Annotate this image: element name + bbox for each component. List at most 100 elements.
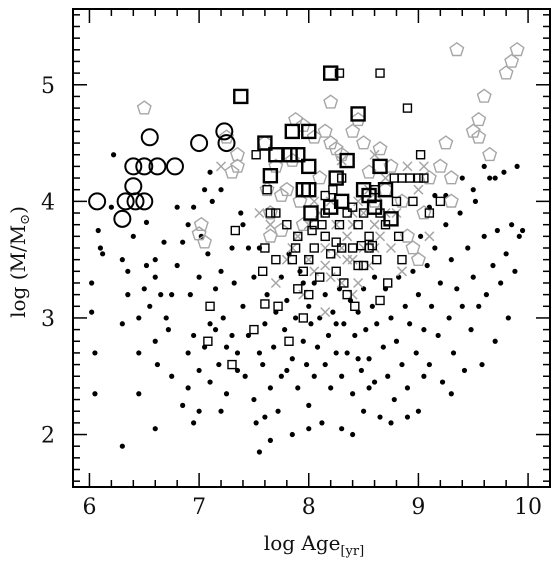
data-point-cross (309, 196, 320, 207)
data-point-dot (119, 443, 125, 449)
data-point-square-small (282, 219, 292, 230)
data-point-square-large (350, 106, 366, 122)
data-point-square-large (383, 211, 399, 227)
data-point-square-small (339, 278, 349, 288)
data-point-dot (136, 350, 142, 356)
data-point-pentagon (292, 193, 308, 208)
data-point-pentagon (432, 158, 448, 173)
data-point-dot (271, 344, 277, 350)
y-tick-label: 2 (41, 424, 55, 449)
data-point-square-small (293, 231, 303, 242)
data-point-pentagon (288, 111, 304, 127)
data-point-square-small (389, 173, 399, 183)
data-point-pentagon (372, 141, 388, 156)
data-point-square-small (397, 254, 407, 265)
data-point-square-small (336, 243, 347, 253)
data-point-dot (125, 292, 131, 298)
data-point-dot (260, 361, 266, 368)
data-point-pentagon (229, 158, 245, 173)
data-point-dot (306, 303, 312, 309)
data-point-square-small (383, 278, 393, 288)
data-point-dot (503, 251, 509, 257)
data-point-square-large (284, 123, 301, 140)
data-point-dot (330, 309, 336, 315)
data-point-dot (191, 420, 197, 426)
data-point-dot (388, 315, 394, 321)
data-point-dot (136, 315, 142, 321)
plot-marks (88, 41, 526, 455)
data-point-cross (418, 161, 429, 172)
data-point-dot (212, 327, 219, 333)
data-point-dot (143, 219, 150, 225)
data-point-cross (320, 307, 331, 318)
data-point-dot (492, 175, 498, 181)
data-point-dot (322, 361, 328, 368)
data-point-dot (220, 315, 226, 321)
data-point-square-small (424, 208, 435, 218)
data-point-pentagon (345, 123, 361, 138)
data-point-dot (196, 408, 202, 414)
data-point-circle (217, 134, 236, 153)
data-point-dot (498, 280, 504, 286)
data-point-square-large (233, 88, 249, 105)
data-point-dot (141, 286, 147, 292)
data-point-circle (135, 192, 154, 211)
data-point-square-small (273, 301, 283, 311)
data-point-square-small (334, 68, 345, 78)
data-point-dot (413, 350, 419, 356)
data-point-dot (136, 391, 142, 397)
data-point-dot (360, 408, 367, 414)
data-point-dot (448, 391, 454, 397)
data-point-square-small (230, 225, 240, 236)
data-point-square-small (271, 254, 281, 265)
data-point-square-small (205, 301, 215, 311)
x-tick-label: 7 (192, 495, 206, 520)
data-point-square-small (298, 313, 308, 323)
data-point-square-small (227, 359, 237, 370)
data-point-pentagon (273, 187, 289, 202)
data-point-dot (191, 204, 197, 210)
data-point-square-small (293, 284, 303, 294)
data-point-cross (380, 173, 391, 184)
data-point-dot (201, 187, 208, 193)
data-point-cross (353, 196, 364, 207)
data-point-square-small (258, 266, 268, 277)
data-point-dot (311, 373, 317, 379)
data-point-cross (298, 289, 309, 300)
data-point-cross (336, 277, 347, 289)
data-point-dot (344, 350, 350, 356)
data-point-dot (492, 338, 498, 344)
data-point-square-small (350, 301, 360, 311)
axis-ticks (73, 9, 551, 487)
data-point-square-small (320, 231, 330, 242)
data-point-dot (516, 233, 522, 239)
data-point-dot (119, 257, 125, 263)
data-point-dot (256, 449, 263, 455)
data-point-dot (234, 350, 241, 356)
data-point-dot (282, 327, 288, 333)
data-point-dot (191, 332, 197, 339)
data-point-circle (124, 157, 143, 176)
data-point-cross (385, 242, 397, 254)
data-point-square-small (402, 103, 413, 113)
y-tick-label: 5 (41, 74, 55, 99)
data-point-dot (308, 321, 314, 327)
data-point-pentagon (405, 240, 421, 255)
data-point-dot (424, 262, 430, 269)
data-point-pentagon (471, 129, 487, 144)
data-point-dot (457, 210, 463, 216)
data-point-square-small (309, 243, 319, 253)
data-point-square-small (353, 260, 363, 271)
data-point-dot (297, 268, 303, 274)
data-point-pentagon (356, 135, 372, 150)
data-point-dot (264, 292, 270, 298)
data-point-cross (309, 266, 320, 277)
data-point-cross (336, 242, 347, 254)
data-point-dot (267, 437, 273, 443)
tick-labels: 6 7 8 9 10 2 3 4 5 (41, 74, 542, 520)
data-point-dot (229, 245, 235, 251)
data-point-pentagon (399, 228, 415, 243)
data-point-square-small (356, 240, 367, 251)
data-point-dot (108, 204, 114, 210)
data-point-dot (100, 251, 106, 257)
